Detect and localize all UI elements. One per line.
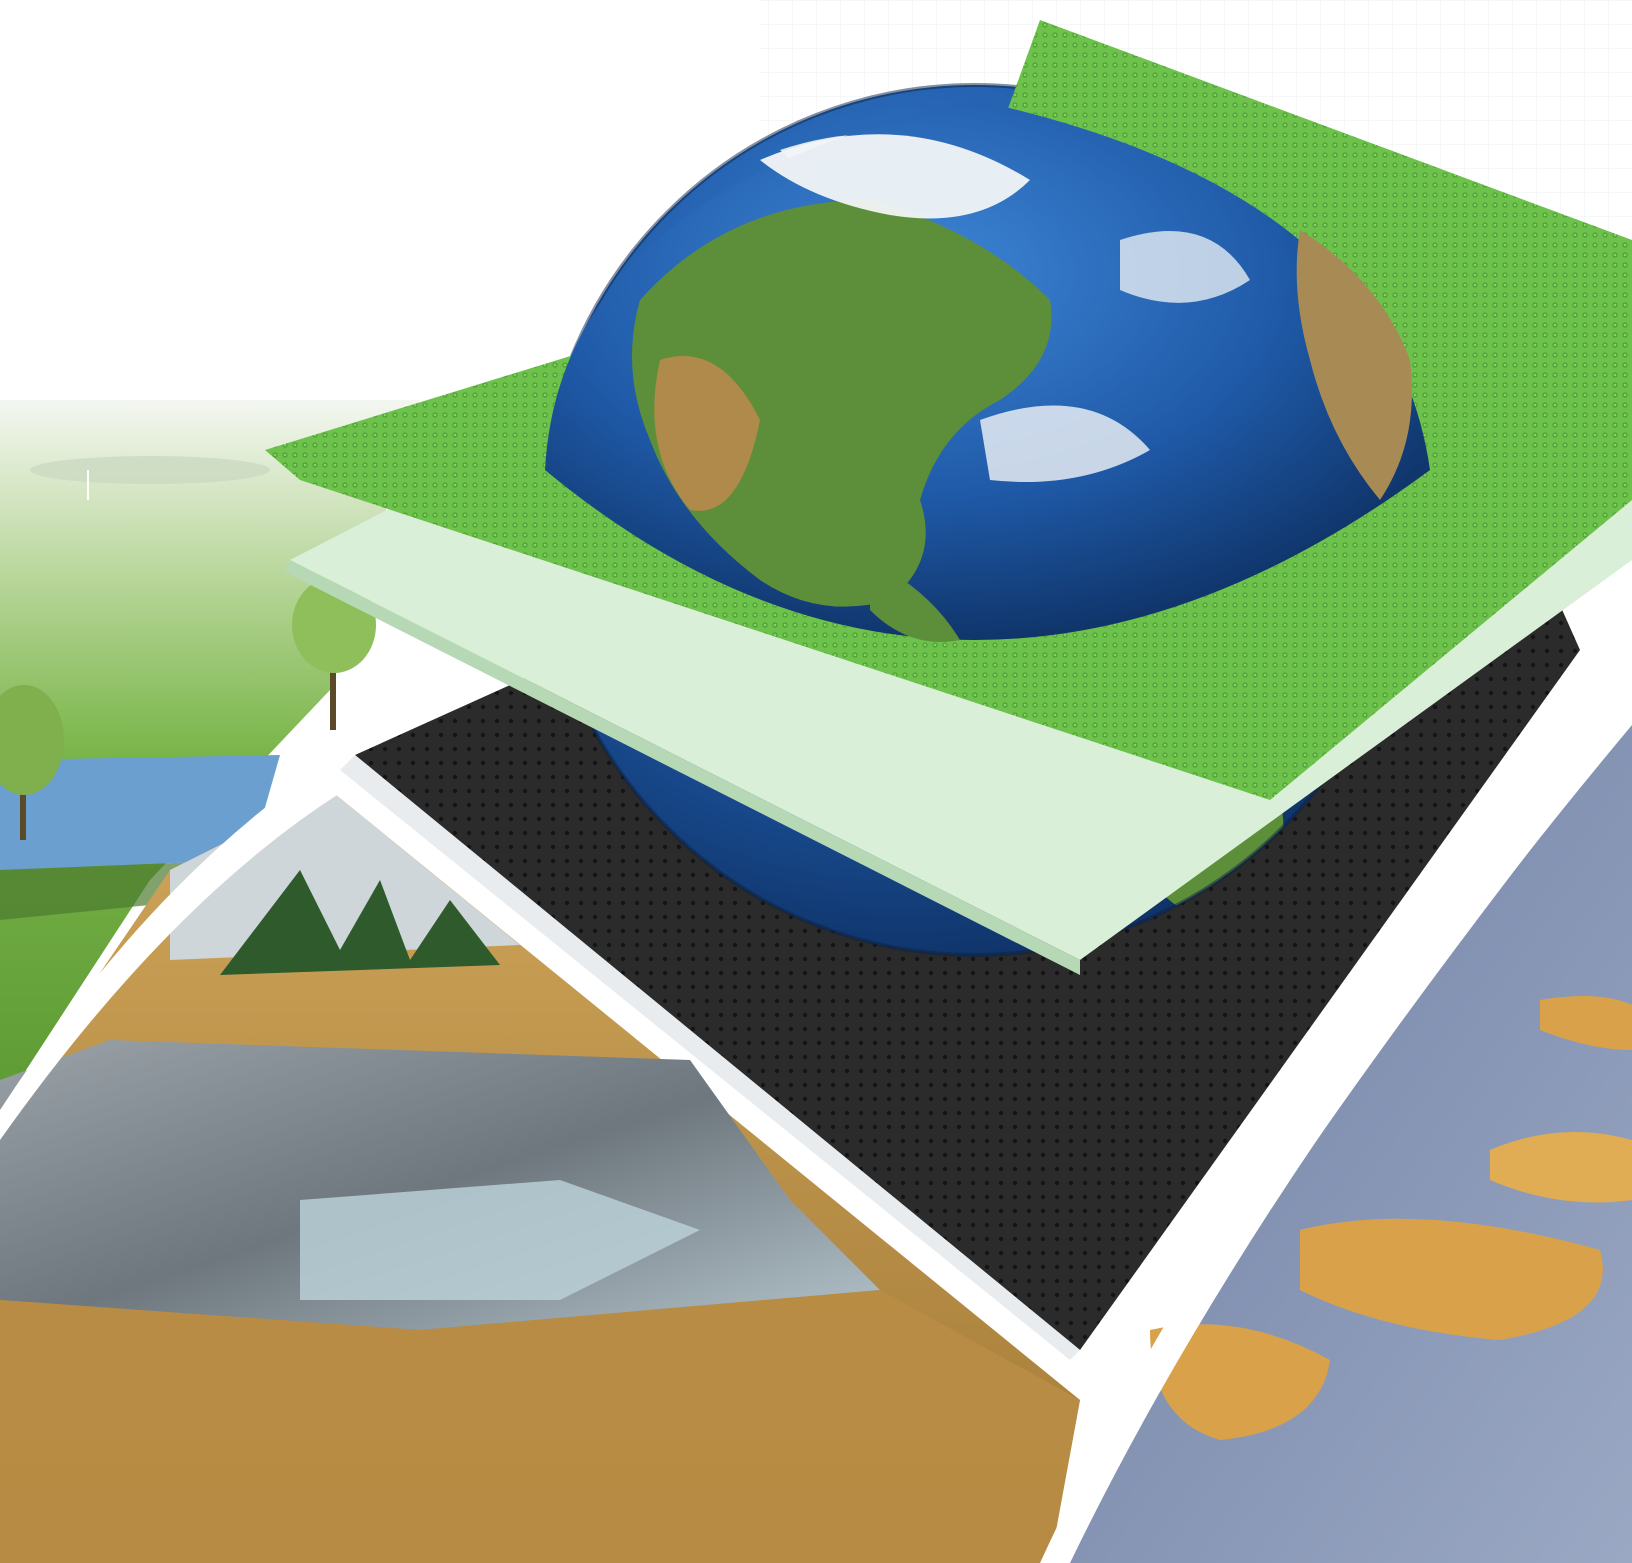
pond <box>0 755 280 870</box>
orange-deposit <box>1490 1132 1632 1203</box>
north-america <box>632 200 1052 607</box>
tree-icon <box>0 685 64 840</box>
africa <box>1296 230 1412 500</box>
orange-deposit <box>1540 996 1632 1050</box>
cloud <box>980 405 1150 482</box>
desert <box>654 356 760 511</box>
divider <box>1040 690 1632 1563</box>
membrane-edge <box>340 755 1080 1360</box>
treeline <box>220 870 500 975</box>
geotextile-edge <box>285 560 1080 975</box>
cloud <box>760 134 1030 219</box>
pond-liner <box>0 1040 880 1330</box>
green-geonet-layer <box>975 20 1632 340</box>
divider <box>0 760 345 1140</box>
cloud <box>1120 231 1250 303</box>
central-america <box>870 560 960 642</box>
orange-deposit <box>1150 1324 1330 1440</box>
globe-dome <box>545 100 1430 642</box>
orange-deposit <box>1300 1218 1603 1340</box>
landfill-panel <box>0 790 1080 1563</box>
tailings-panel <box>1050 720 1632 1563</box>
lined-pond-water <box>300 1180 700 1300</box>
